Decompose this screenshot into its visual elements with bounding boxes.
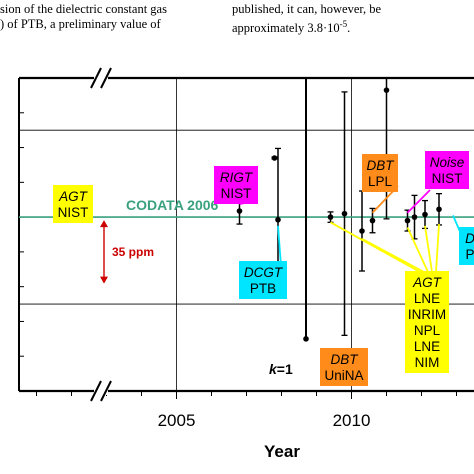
annotation-text: PTB [250,281,276,296]
annotation-text: Noise [430,155,465,170]
scale-bar-label: 35 ppm [112,245,154,259]
annotation-box [362,154,398,192]
error-bars [68,77,442,342]
paper-text-left-line2: ) of PTB, a preliminary value of [0,17,161,31]
codata-reference-line-group: CODATA 2006 35 ppm [19,197,474,284]
paper-text-right-line2: approximately 3.8·10-5. [232,17,350,35]
scale-bar-arrow-down [100,276,108,284]
data-point [327,214,334,220]
callout-line [406,227,429,273]
data-point [369,217,376,224]
annotation-text: LNE [414,339,440,354]
codata-label: CODATA 2006 [126,197,219,213]
annotation-text: RIGT [220,170,254,185]
chart-frame [18,67,474,402]
annotation-box [405,271,449,373]
data-point [383,87,390,93]
paper-text-left-line1: sion of the dielectric constant gas [0,2,167,16]
annotation-text: NIST [221,186,252,201]
paper-text-right-line2-sup: -5 [339,19,348,29]
annotation-text: NIST [432,171,463,186]
annotation-box [459,227,474,265]
callout-line [361,238,425,273]
callout-line [330,221,421,273]
axis-break-mark [90,380,102,402]
annotation-text: AGT [58,189,89,204]
annotation-box [53,185,93,223]
axis-break-gap [94,74,108,82]
paper-text-right-line2-end: . [347,21,351,36]
k-value: =1 [277,361,293,377]
callout-line [406,189,431,214]
x-tick-label: 2005 [158,411,196,430]
axis-labels: k=1 2005 2010 Year [158,361,371,461]
data-point [271,155,278,161]
annotation-text: LNE [414,291,440,306]
axis-break-mark [100,67,112,89]
annotation-text: INRIM [408,307,446,322]
annotation-text: UniNA [324,368,363,383]
annotation-box [425,151,469,189]
paper-text-right-line1: published, it can, however, be [232,2,382,16]
annotation-box [214,166,258,204]
data-point [275,216,281,223]
annotation-text: P [465,247,474,262]
callout-line [435,224,440,273]
annotation-text: DBT [367,158,396,173]
axis-break-mark [100,380,112,402]
annotation-box [239,261,287,299]
paper-text-right-line2-main: approximately 3.8·10 [232,21,340,36]
data-point [236,208,243,214]
annotation-text: DBT [331,352,360,367]
x-tick-label: 2010 [333,411,371,430]
scale-bar-arrow-up [100,220,108,228]
data-point [436,206,442,213]
callout-line [277,225,282,267]
callout-line [424,225,433,273]
annotation-text: AGT [412,275,443,290]
data-point [411,214,418,220]
data-point-low [303,336,309,342]
annotation-text: NIM [415,355,440,370]
k-symbol: k [269,361,278,377]
data-point [341,210,348,217]
data-point [359,228,365,234]
axis-break-mark [90,67,102,89]
k-label: k=1 [269,361,293,377]
data-point [404,217,411,224]
annotation-text: LPL [368,174,393,189]
axis-break-gap [94,387,108,395]
data-point [422,211,428,218]
x-axis-title: Year [264,442,300,461]
annotation-text: DCGT [244,265,284,280]
annotation-text: NPL [414,323,441,338]
annotation-text: NIST [58,205,89,220]
annotation-box [320,348,368,386]
annotation-text: D [465,231,474,246]
